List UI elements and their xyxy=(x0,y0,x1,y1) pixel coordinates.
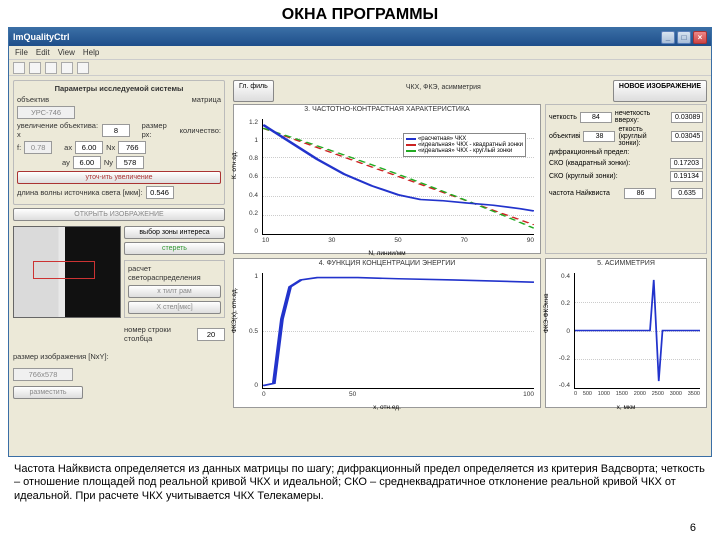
f-label: f: xyxy=(17,143,21,152)
page-number: 6 xyxy=(690,522,696,534)
asym-plot-area xyxy=(574,273,700,389)
slide-title: ОКНА ПРОГРАММЫ xyxy=(0,0,720,27)
xstep-button[interactable]: Х стел[мкс] xyxy=(128,301,221,314)
mtf-legend: «расчетная» ЧКХ «идеальная» ЧКХ - квадра… xyxy=(403,133,526,157)
menu-view[interactable]: View xyxy=(58,48,75,57)
magnification-label: увеличение объектива: х xyxy=(17,121,99,139)
system-params-title: Параметры исследуемой системы xyxy=(17,84,221,93)
asym-chart: 5. АСИММЕТРИЯ ФКЭ-ФКЭинв 0.40.20-0.2-0.4… xyxy=(545,258,707,408)
asym-xlabel: х, мкм xyxy=(546,404,706,411)
window-buttons: _ □ × xyxy=(661,31,707,44)
open-image-button[interactable]: ОТКРЫТЬ ИЗОБРАЖЕНИЕ xyxy=(13,208,225,221)
calc-title: расчет светораспределения xyxy=(128,264,221,282)
objective-label: объектив xyxy=(17,95,49,104)
nx-field[interactable]: 766 xyxy=(118,141,146,154)
nx-label: Nx xyxy=(106,143,115,152)
minimize-button[interactable]: _ xyxy=(661,31,675,44)
tool-help-icon[interactable] xyxy=(77,62,89,74)
count-label: количество: xyxy=(180,126,221,135)
energy-chart-title: 4. ФУНКЦИЯ КОНЦЕНТРАЦИИ ЭНЕРГИИ xyxy=(234,260,540,267)
px-field[interactable]: 6.00 xyxy=(75,141,103,154)
py-field[interactable]: 6.00 xyxy=(73,156,101,169)
mtf-xlabel: N, линии/мм xyxy=(234,250,540,257)
toolbar xyxy=(9,60,711,76)
app-window: ImQualityCtrl _ □ × File Edit View Help … xyxy=(8,27,712,457)
sharpness-label: четкость xyxy=(549,114,577,121)
calc-group: расчет светораспределения х тилт рам Х с… xyxy=(124,260,225,318)
system-params-panel: Параметры исследуемой системы объектив м… xyxy=(13,80,225,205)
filter-button[interactable]: Гл. филь xyxy=(233,80,274,102)
image-preview[interactable] xyxy=(13,226,121,318)
objective-name-field: УРС-746 xyxy=(17,106,75,119)
mtf-yticks: 1.210.80.60.40.20 xyxy=(234,119,260,235)
magnification-field[interactable]: 8 xyxy=(102,124,130,137)
top-controls: Гл. филь ЧКХ, ФКЭ, асимметрия НОВОЕ ИЗОБ… xyxy=(233,80,707,102)
sko-rd-label: СКО (круглый зонки): xyxy=(549,173,618,180)
mtf-plot-area: «расчетная» ЧКХ «идеальная» ЧКХ - квадра… xyxy=(262,119,534,235)
nyquist-label: частота Найквиста xyxy=(549,190,610,197)
roi-rectangle[interactable] xyxy=(33,261,94,279)
tool-print-icon[interactable] xyxy=(61,62,73,74)
left-pane: Параметры исследуемой системы объектив м… xyxy=(9,76,229,456)
mtf-chart: 3. ЧАСТОТНО-КОНТРАСТНАЯ ХАРАКТЕРИСТИКА К… xyxy=(233,104,541,254)
tool-new-icon[interactable] xyxy=(13,62,25,74)
nyquist-value: 86 xyxy=(624,188,656,199)
asym-line xyxy=(575,280,700,381)
menu-edit[interactable]: Edit xyxy=(36,48,50,57)
select-roi-button[interactable]: выбор зоны интереса xyxy=(124,226,225,239)
mtf-xticks: 1030507090 xyxy=(262,237,534,251)
menu-help[interactable]: Help xyxy=(83,48,99,57)
mtf-label: ЧКХ, ФКЭ, асимметрия xyxy=(278,80,609,102)
tool-save-icon[interactable] xyxy=(45,62,57,74)
row-num-field[interactable]: 20 xyxy=(197,328,225,341)
sharpness-value: 84 xyxy=(580,112,612,123)
asym-chart-title: 5. АСИММЕТРИЯ xyxy=(546,260,706,267)
tool-open-icon[interactable] xyxy=(29,62,41,74)
asym-yticks: 0.40.20-0.2-0.4 xyxy=(546,273,572,389)
main-body: Параметры исследуемой системы объектив м… xyxy=(9,76,711,456)
img-size-label: размер изображения [NxY]: xyxy=(13,352,109,361)
wavelength-field[interactable]: 0.546 xyxy=(146,186,174,199)
matrix-label: матрица xyxy=(192,95,221,104)
charts-grid: 3. ЧАСТОТНО-КОНТРАСТНАЯ ХАРАКТЕРИСТИКА К… xyxy=(233,104,707,408)
f-field: 0.78 xyxy=(24,141,52,154)
energy-xlabel: х, отн.ед. xyxy=(234,404,540,411)
new-image-button[interactable]: НОВОЕ ИЗОБРАЖЕНИЕ xyxy=(613,80,707,102)
refine-magnification-button[interactable]: уточ-ить увеличение xyxy=(17,171,221,184)
edge-value: 0.03089 xyxy=(671,112,703,123)
energy-plot-area xyxy=(262,273,534,389)
img-size-field: 766x578 xyxy=(13,368,73,381)
close-button[interactable]: × xyxy=(693,31,707,44)
app-title: ImQualityCtrl xyxy=(13,32,70,42)
ny-field[interactable]: 578 xyxy=(116,156,144,169)
right-pane: Гл. филь ЧКХ, ФКЭ, асимметрия НОВОЕ ИЗОБ… xyxy=(229,76,711,456)
ny-label: Ny xyxy=(104,158,113,167)
energy-chart: 4. ФУНКЦИЯ КОНЦЕНТРАЦИИ ЭНЕРГИИ ФКЭ(x), … xyxy=(233,258,541,408)
asym-xticks: 0500100015002000250030003500 xyxy=(574,391,700,405)
menu-file[interactable]: File xyxy=(15,48,28,57)
energy-yticks: 10.50 xyxy=(234,273,260,389)
xtilt-button[interactable]: х тилт рам xyxy=(128,285,221,298)
sko-sq-value: 0.17203 xyxy=(670,158,703,169)
sko-rd-value: 0.19134 xyxy=(670,171,703,182)
footer-text: Частота Найквиста определяется из данных… xyxy=(0,457,720,503)
menubar: File Edit View Help xyxy=(9,46,711,60)
maximize-button[interactable]: □ xyxy=(677,31,691,44)
row-num-label: номер строки столбца xyxy=(124,325,194,343)
mtf-chart-title: 3. ЧАСТОТНО-КОНТРАСТНАЯ ХАРАКТЕРИСТИКА xyxy=(234,106,540,113)
pixel-size-label: размер рх: xyxy=(142,121,177,139)
place-button[interactable]: разместить xyxy=(13,386,83,399)
edge-label: нечеткость вверху: xyxy=(615,110,668,124)
wavelength-label: длина волны источника света [мкм]: xyxy=(17,188,143,197)
nyquist-value2: 0.635 xyxy=(671,188,703,199)
erase-button[interactable]: стереть xyxy=(124,242,225,255)
titlebar: ImQualityCtrl _ □ × xyxy=(9,28,711,46)
energy-xticks: 050100 xyxy=(262,391,534,405)
diffraction-label: дифракционный предел: xyxy=(549,149,629,156)
metrics-panel: четкость84нечеткость вверху:0.03089 объе… xyxy=(545,104,707,254)
energy-line xyxy=(263,278,534,386)
sko-sq-label: СКО (квадратный зонки): xyxy=(549,160,630,167)
